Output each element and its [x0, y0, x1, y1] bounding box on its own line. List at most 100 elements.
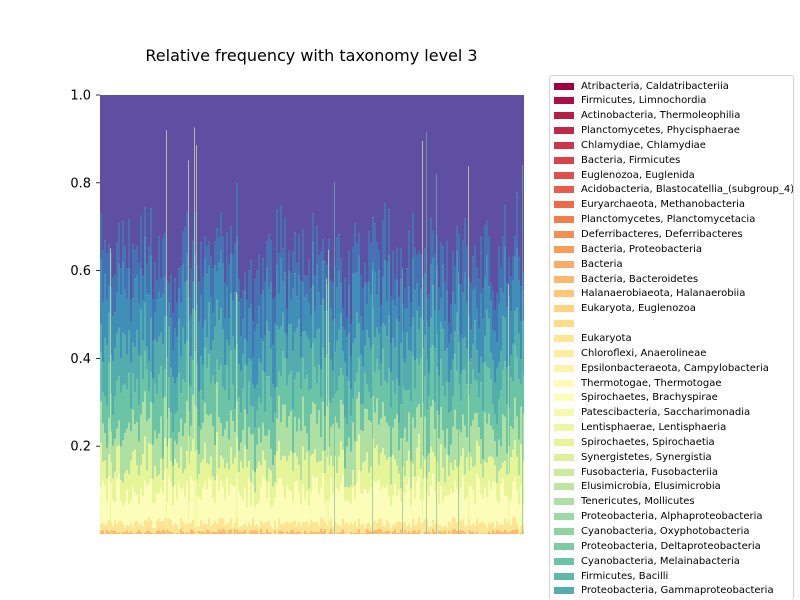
area-segment — [272, 505, 274, 529]
area-segment — [256, 324, 258, 385]
legend-swatch — [554, 201, 574, 209]
area-segment — [178, 467, 180, 484]
legend-item: Atribacteria, Caldatribacteriia — [554, 79, 729, 93]
area-segment — [386, 336, 388, 383]
area-segment — [198, 530, 200, 534]
area-segment — [240, 461, 242, 497]
area-segment — [294, 232, 296, 274]
area-segment — [350, 504, 352, 523]
area-segment — [342, 518, 344, 530]
area-segment — [154, 533, 156, 534]
area-segment — [284, 272, 286, 334]
legend-item: Acidobacteria, Blastocatellia_(subgroup_… — [554, 183, 793, 197]
area-segment — [360, 316, 362, 355]
area-segment — [264, 522, 266, 533]
area-segment — [166, 468, 168, 503]
area-segment — [240, 531, 242, 534]
area-segment — [388, 426, 390, 457]
legend-swatch — [554, 379, 574, 387]
area-segment — [372, 521, 374, 532]
area-segment — [320, 397, 322, 438]
area-segment — [460, 373, 462, 402]
area-segment — [374, 223, 376, 272]
area-segment — [398, 473, 400, 491]
area-segment — [406, 389, 408, 442]
area-segment — [366, 282, 368, 305]
area-segment — [446, 454, 448, 496]
area-segment — [278, 530, 280, 534]
area-segment — [340, 283, 342, 314]
area-segment — [244, 272, 246, 292]
area-segment — [310, 519, 312, 532]
area-spike — [328, 249, 329, 535]
area-segment — [128, 525, 130, 533]
area-segment — [226, 95, 228, 233]
area-segment — [510, 311, 512, 356]
area-segment — [360, 403, 362, 431]
area-segment — [274, 323, 276, 389]
area-segment — [320, 517, 322, 529]
area-segment — [208, 302, 210, 355]
area-segment — [508, 408, 510, 447]
area-segment — [180, 517, 182, 530]
area-segment — [428, 471, 430, 496]
area-segment — [502, 236, 504, 293]
area-segment — [170, 531, 172, 534]
area-segment — [376, 445, 378, 482]
area-segment — [190, 95, 192, 270]
area-segment — [136, 422, 138, 466]
area-segment — [180, 529, 182, 534]
area-segment — [518, 504, 520, 530]
area-segment — [404, 476, 406, 494]
area-segment — [238, 526, 240, 532]
area-segment — [402, 522, 404, 534]
area-segment — [402, 438, 404, 467]
area-segment — [158, 529, 160, 534]
area-segment — [124, 502, 126, 528]
area-segment — [446, 527, 448, 534]
area-segment — [342, 449, 344, 475]
area-segment — [398, 386, 400, 424]
area-segment — [502, 414, 504, 463]
area-segment — [522, 504, 524, 524]
area-segment — [422, 455, 424, 479]
area-segment — [102, 461, 104, 481]
area-segment — [382, 323, 384, 350]
legend-label: Proteobacteria, Alphaproteobacteria — [581, 511, 763, 523]
area-segment — [272, 384, 274, 423]
area-segment — [156, 520, 158, 531]
area-segment — [266, 376, 268, 436]
area-segment — [488, 413, 490, 457]
area-segment — [392, 381, 394, 428]
area-segment — [442, 265, 444, 330]
area-spike — [522, 165, 523, 535]
legend-swatch — [554, 141, 574, 149]
area-segment — [234, 485, 236, 523]
area-segment — [230, 518, 232, 530]
area-segment — [140, 355, 142, 415]
area-segment — [364, 527, 366, 534]
area-segment — [486, 497, 488, 529]
area-segment — [202, 276, 204, 328]
area-segment — [494, 482, 496, 528]
area-segment — [402, 533, 404, 534]
area-segment — [206, 524, 208, 530]
area-segment — [388, 523, 390, 532]
area-segment — [220, 95, 222, 213]
area-segment — [488, 522, 490, 532]
area-segment — [296, 480, 298, 527]
area-segment — [226, 286, 228, 340]
area-segment — [254, 279, 256, 331]
area-segment — [308, 525, 310, 534]
area-segment — [126, 524, 128, 531]
area-segment — [402, 332, 404, 360]
area-segment — [492, 429, 494, 458]
area-segment — [352, 532, 354, 534]
area-segment — [484, 95, 486, 226]
area-segment — [444, 496, 446, 526]
area-segment — [508, 532, 510, 534]
area-segment — [436, 266, 438, 335]
area-segment — [408, 531, 410, 534]
area-segment — [192, 309, 194, 361]
area-segment — [428, 495, 430, 527]
